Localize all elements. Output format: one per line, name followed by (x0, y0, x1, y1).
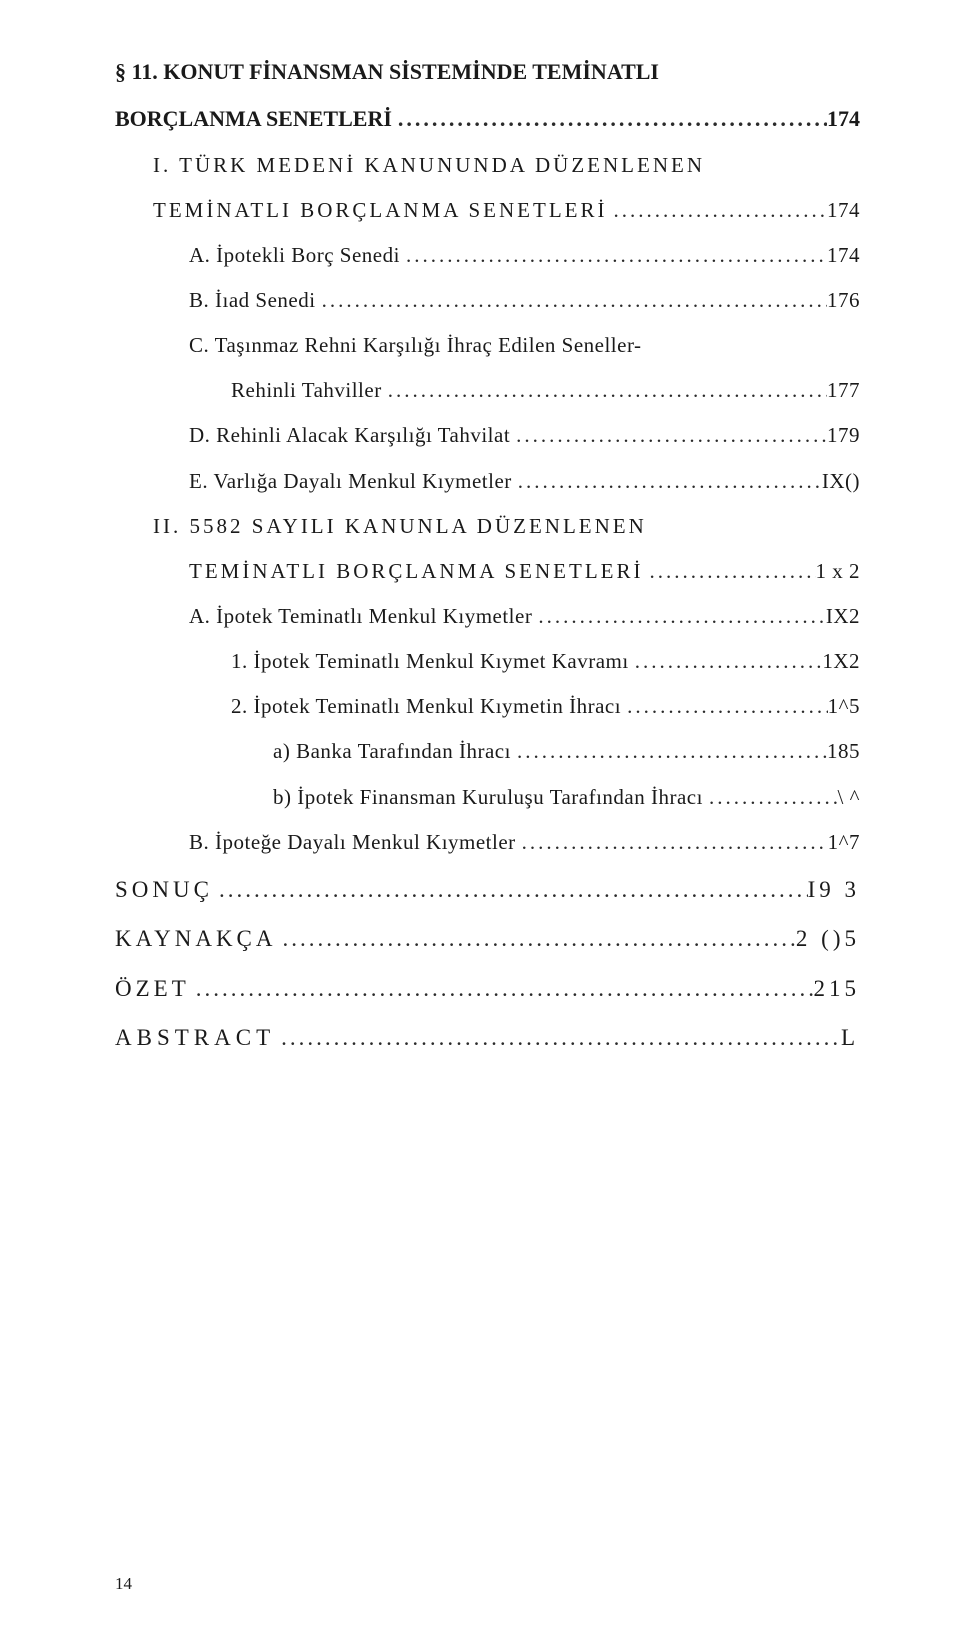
toc-leader-dots: ........................................… (607, 188, 827, 233)
toc-page: I9 3 (808, 865, 860, 914)
toc-page: 1^5 (828, 684, 860, 729)
toc-leader-dots: ........................................… (190, 964, 814, 1013)
toc-leader-dots: ........................................… (511, 729, 827, 774)
toc-row: B. İıad Senedi..........................… (115, 278, 860, 323)
toc-page: 174 (827, 188, 860, 233)
toc-label: TEMİNATLI BORÇLANMA SENETLERİ (189, 549, 643, 594)
toc-leader-dots: ........................................… (392, 95, 827, 142)
toc-row: C. Taşınmaz Rehni Karşılığı İhraç Edilen… (115, 323, 860, 368)
toc-leader-dots: ........................................… (629, 639, 823, 684)
toc-page: 215 (814, 964, 861, 1013)
toc-label: B. İpoteğe Dayalı Menkul Kıymetler (189, 820, 516, 865)
toc-page: IX2 (826, 594, 860, 639)
toc-label: D. Rehinli Alacak Karşılığı Tahvilat (189, 413, 510, 458)
toc-page: 177 (827, 368, 860, 413)
toc-row: A. İpotek Teminatlı Menkul Kıymetler....… (115, 594, 860, 639)
toc-label: ÖZET (115, 964, 190, 1013)
toc-label: E. Varlığa Dayalı Menkul Kıymetler (189, 459, 512, 504)
toc-row: 1. İpotek Teminatlı Menkul Kıymet Kavram… (115, 639, 860, 684)
toc-leader-dots: ........................................… (703, 775, 838, 820)
toc-label: B. İıad Senedi (189, 278, 316, 323)
toc-page: L (841, 1013, 860, 1062)
toc-row: I. TÜRK MEDENİ KANUNUNDA DÜZENLENEN (115, 143, 860, 188)
toc-leader-dots: ........................................… (510, 413, 827, 458)
toc-row: b) İpotek Finansman Kuruluşu Tarafından … (115, 775, 860, 820)
toc-label: TEMİNATLI BORÇLANMA SENETLERİ (153, 188, 607, 233)
toc-row: KAYNAKÇA................................… (115, 914, 860, 963)
toc-page: 174 (827, 95, 860, 142)
toc-label: A. İpotekli Borç Senedi (189, 233, 400, 278)
toc-label: A. İpotek Teminatlı Menkul Kıymetler (189, 594, 532, 639)
toc-row: a) Banka Tarafından İhracı..............… (115, 729, 860, 774)
toc-leader-dots: ........................................… (643, 549, 815, 594)
toc-row: II. 5582 SAYILI KANUNLA DÜZENLENEN (115, 504, 860, 549)
toc-row: ÖZET....................................… (115, 964, 860, 1013)
toc-label: KAYNAKÇA (115, 914, 277, 963)
toc-leader-dots: ........................................… (277, 914, 796, 963)
toc-page: 1 x 2 (816, 549, 861, 594)
toc-page: 174 (827, 233, 860, 278)
toc-row: E. Varlığa Dayalı Menkul Kıymetler......… (115, 459, 860, 504)
toc-label: BORÇLANMA SENETLERİ (115, 95, 392, 142)
toc-row: A. İpotekli Borç Senedi.................… (115, 233, 860, 278)
toc-page: \ ^ (838, 775, 860, 820)
toc-label: C. Taşınmaz Rehni Karşılığı İhraç Edilen… (189, 323, 642, 368)
toc-row: Rehinli Tahviller.......................… (115, 368, 860, 413)
toc-leader-dots: ........................................… (400, 233, 827, 278)
table-of-contents: § 11. KONUT FİNANSMAN SİSTEMİNDE TEMİNAT… (115, 48, 860, 1063)
toc-row: TEMİNATLI BORÇLANMA SENETLERİ...........… (115, 549, 860, 594)
toc-leader-dots: ........................................… (516, 820, 828, 865)
toc-leader-dots: ........................................… (382, 368, 827, 413)
toc-page: 176 (827, 278, 860, 323)
toc-leader-dots: ........................................… (512, 459, 822, 504)
toc-page: 2 ()5 (796, 914, 860, 963)
toc-leader-dots: ........................................… (275, 1013, 841, 1062)
toc-page: 1X2 (822, 639, 860, 684)
toc-label: SONUÇ (115, 865, 213, 914)
toc-page: 179 (827, 413, 860, 458)
toc-label: 2. İpotek Teminatlı Menkul Kıymetin İhra… (231, 684, 621, 729)
toc-leader-dots: ........................................… (213, 865, 808, 914)
toc-label: II. 5582 SAYILI KANUNLA DÜZENLENEN (153, 504, 647, 549)
toc-leader-dots: ........................................… (621, 684, 828, 729)
toc-row: BORÇLANMA SENETLERİ.....................… (115, 95, 860, 142)
toc-row: § 11. KONUT FİNANSMAN SİSTEMİNDE TEMİNAT… (115, 48, 860, 95)
toc-label: ABSTRACT (115, 1013, 275, 1062)
toc-label: b) İpotek Finansman Kuruluşu Tarafından … (273, 775, 703, 820)
toc-row: 2. İpotek Teminatlı Menkul Kıymetin İhra… (115, 684, 860, 729)
toc-row: TEMİNATLI BORÇLANMA SENETLERİ...........… (115, 188, 860, 233)
toc-label: § 11. KONUT FİNANSMAN SİSTEMİNDE TEMİNAT… (115, 48, 659, 95)
toc-label: Rehinli Tahviller (231, 368, 382, 413)
toc-page: IX() (822, 459, 860, 504)
toc-page: 1^7 (828, 820, 860, 865)
toc-label: a) Banka Tarafından İhracı (273, 729, 511, 774)
toc-row: ABSTRACT................................… (115, 1013, 860, 1062)
toc-row: B. İpoteğe Dayalı Menkul Kıymetler......… (115, 820, 860, 865)
toc-row: D. Rehinli Alacak Karşılığı Tahvilat....… (115, 413, 860, 458)
toc-leader-dots: ........................................… (316, 278, 827, 323)
toc-page: 185 (827, 729, 860, 774)
page-number: 14 (115, 1574, 132, 1594)
toc-row: SONUÇ...................................… (115, 865, 860, 914)
toc-leader-dots: ........................................… (532, 594, 826, 639)
toc-label: 1. İpotek Teminatlı Menkul Kıymet Kavram… (231, 639, 629, 684)
toc-label: I. TÜRK MEDENİ KANUNUNDA DÜZENLENEN (153, 143, 705, 188)
